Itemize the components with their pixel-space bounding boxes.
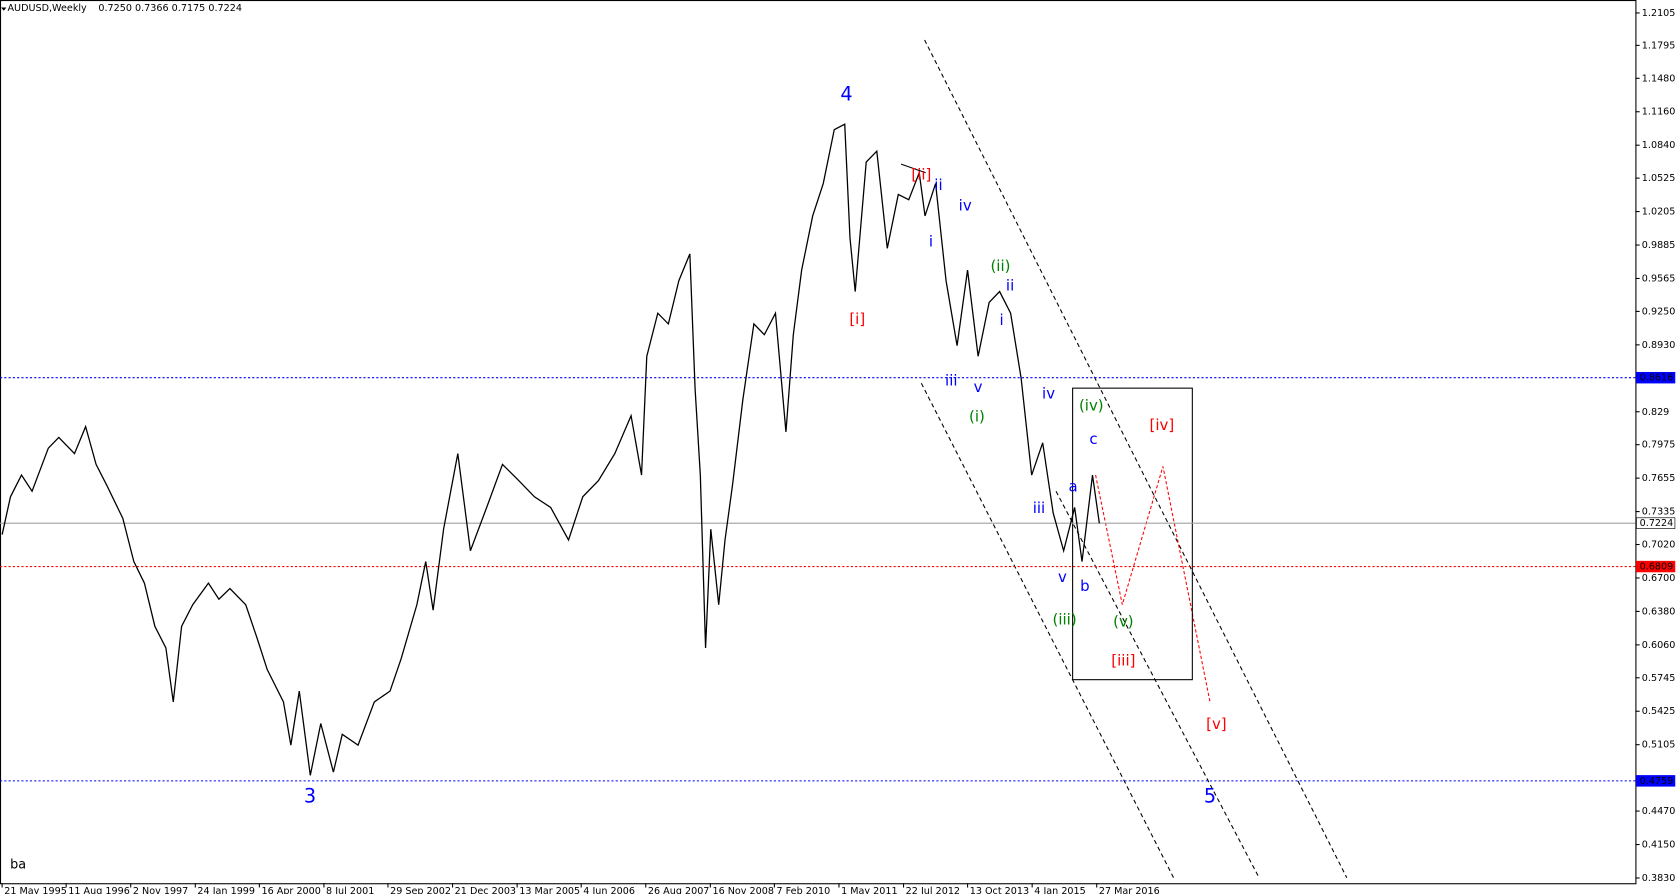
wave-label: 5 (1204, 784, 1216, 807)
level-label: 0.7224 (1640, 518, 1674, 529)
wave-label: (iii) (1053, 610, 1077, 628)
x-tick-label: 21 Dec 2003 (455, 886, 516, 894)
price-line (1, 123, 1100, 776)
x-tick-label: 29 Sep 2002 (390, 886, 451, 894)
x-tick-label: 27 Mar 2016 (1099, 886, 1160, 894)
y-tick-label: 1.1480 (1642, 73, 1676, 84)
x-tick-label: 21 May 1995 (4, 886, 67, 894)
wave-label: v (974, 378, 983, 396)
x-tick-label: 24 Jan 1999 (197, 886, 255, 894)
level-box (1636, 517, 1676, 529)
y-tick-label: 0.9565 (1642, 273, 1676, 284)
y-tick-label: 0.7020 (1642, 539, 1676, 550)
y-tick-label: 0.6380 (1642, 606, 1676, 617)
wave-label: iv (959, 197, 972, 215)
y-tick-label: 1.1795 (1642, 40, 1676, 51)
wave-label: (i) (969, 407, 985, 425)
ohlc-header: 0.7250 0.7366 0.7175 0.7224 (98, 3, 242, 14)
wave-label: (v) (1113, 612, 1134, 630)
y-tick-label: 0.7655 (1642, 473, 1676, 484)
wave-label: [iii] (1111, 651, 1135, 669)
level-box (1636, 560, 1676, 573)
x-tick-label: 1 May 2011 (841, 886, 898, 894)
plot-frame (0, 0, 1637, 885)
wave-label: 3 (304, 784, 316, 807)
x-tick-label: 13 Mar 2005 (519, 886, 580, 894)
y-tick-label: 1.2105 (1642, 8, 1676, 19)
y-tick-label: 0.9250 (1642, 306, 1676, 317)
wave-label: iii (945, 372, 957, 390)
wave-label: v (1058, 568, 1067, 586)
menu-arrow (1, 7, 7, 11)
wave-label: iii (1033, 499, 1045, 517)
y-tick-label: 0.4470 (1642, 806, 1676, 817)
wave-label: iv (1042, 385, 1055, 403)
wave-label: ii (934, 176, 942, 194)
x-tick-label: 4 Jan 2015 (1034, 886, 1085, 894)
y-tick-label: 1.0205 (1642, 207, 1676, 218)
x-tick-label: 8 Jul 2001 (326, 886, 374, 894)
wave-label: (ii) (990, 257, 1010, 275)
x-tick-label: 22 Jul 2012 (906, 886, 960, 894)
focus-box (1072, 387, 1193, 681)
wave-label: ii (1006, 277, 1014, 295)
y-tick-label: 0.5745 (1642, 673, 1676, 684)
wave-label: [iv] (1150, 416, 1175, 434)
wave-label: a (1069, 477, 1078, 495)
wave-label: [i] (849, 310, 865, 328)
y-tick-label: 0.6060 (1642, 640, 1676, 651)
wave-label: 4 (840, 82, 852, 105)
trend-mark (900, 163, 926, 174)
y-tick-label: 0.4150 (1642, 840, 1676, 851)
level-label: 0.8616 (1640, 373, 1674, 384)
level-box (1636, 775, 1676, 787)
level-label: 0.6809 (1640, 562, 1674, 573)
y-tick-label: 0.5425 (1642, 706, 1676, 717)
y-tick-label: 0.6700 (1642, 573, 1676, 584)
level-label: 0.4759 (1640, 776, 1674, 787)
x-tick-label: 16 Apr 2000 (261, 886, 320, 894)
x-tick-label: 13 Oct 2013 (970, 886, 1029, 894)
channel-lower (920, 383, 1175, 879)
wave-label: b (1080, 577, 1089, 595)
wave-label: c (1089, 430, 1097, 448)
x-tick-label: 16 Nov 2008 (712, 886, 774, 894)
y-tick-label: 1.0840 (1642, 140, 1676, 151)
y-tick-label: 0.829 (1642, 407, 1670, 418)
wave-label: [ii] (911, 165, 931, 183)
y-tick-label: 0.8930 (1642, 340, 1676, 351)
wave-label: i (929, 232, 933, 250)
y-tick-label: 1.1160 (1642, 107, 1676, 118)
x-tick-label: 7 Feb 2010 (777, 886, 831, 894)
y-tick-label: 0.7975 (1642, 440, 1676, 451)
y-tick-label: 0.3830 (1642, 873, 1676, 884)
wave-label: [v] (1206, 715, 1227, 733)
channel-middle (1055, 491, 1260, 879)
y-tick-label: 0.5105 (1642, 740, 1676, 751)
level-box (1636, 371, 1676, 384)
channel-lines (920, 39, 1348, 879)
y-tick-label: 0.7335 (1642, 507, 1676, 518)
x-tick-label: 11 Aug 1996 (68, 886, 130, 894)
y-tick-label: 0.9885 (1642, 240, 1676, 251)
wave-label: (iv) (1079, 396, 1104, 414)
channel-upper (924, 39, 1348, 879)
x-tick-label: 2 Nov 1997 (133, 886, 188, 894)
x-tick-label: 26 Aug 2007 (648, 886, 710, 894)
x-tick-label: 4 Jun 2006 (583, 886, 635, 894)
wave-label: i (999, 311, 1003, 329)
chart-title: AUDUSD,Weekly (7, 3, 87, 14)
forecast-path (1095, 466, 1211, 702)
wave-label: ba (10, 857, 26, 872)
y-tick-label: 1.0525 (1642, 173, 1676, 184)
